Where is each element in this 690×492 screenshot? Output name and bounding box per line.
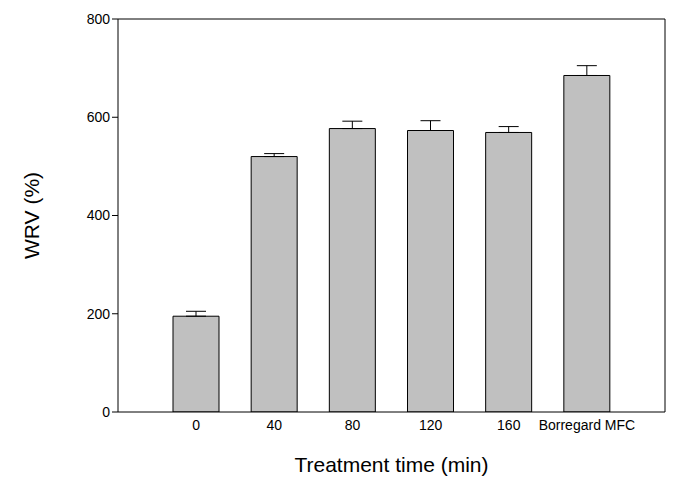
svg-text:40: 40	[266, 417, 282, 433]
svg-text:120: 120	[419, 417, 443, 433]
svg-text:Borregard MFC: Borregard MFC	[539, 417, 635, 433]
svg-text:Treatment time (min): Treatment time (min)	[294, 453, 488, 476]
svg-text:400: 400	[87, 207, 111, 223]
svg-text:600: 600	[87, 109, 111, 125]
svg-text:0: 0	[192, 417, 200, 433]
svg-text:800: 800	[87, 11, 111, 27]
svg-text:80: 80	[345, 417, 361, 433]
svg-text:200: 200	[87, 306, 111, 322]
svg-text:160: 160	[497, 417, 521, 433]
svg-text:0: 0	[102, 404, 110, 420]
svg-text:WRV (%): WRV (%)	[20, 172, 43, 259]
